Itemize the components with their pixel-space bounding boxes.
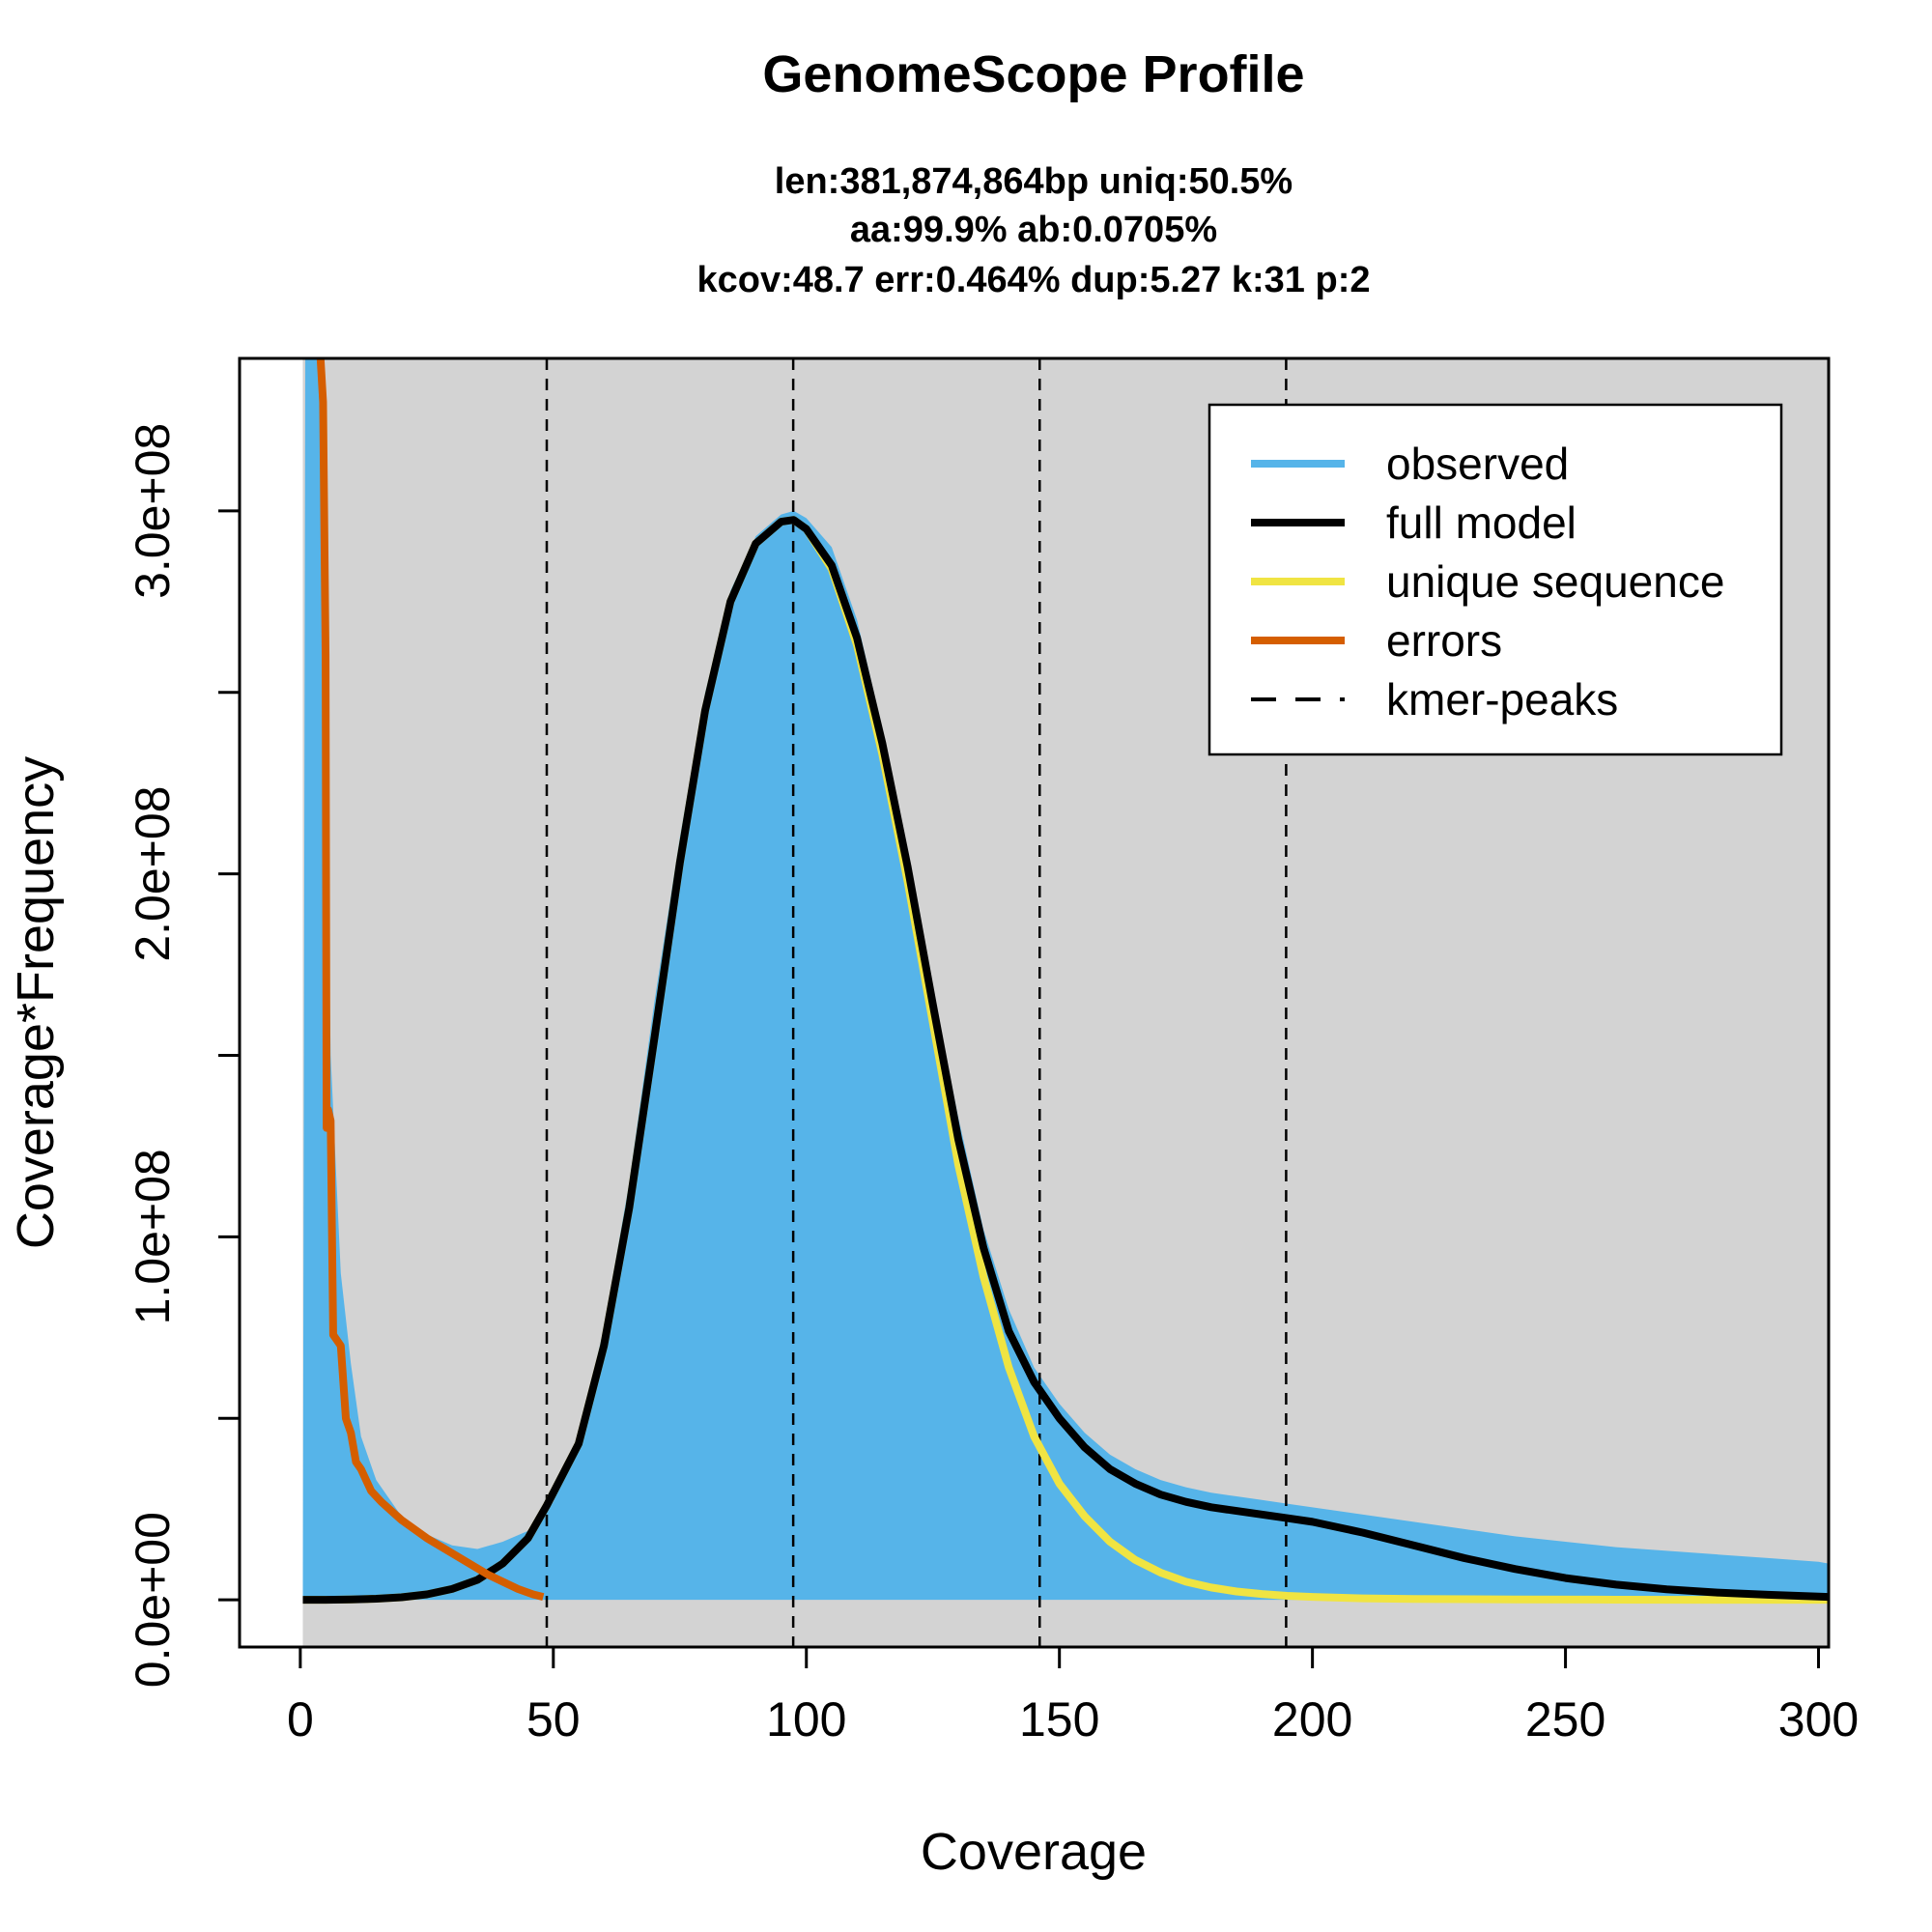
x-tick-label: 0	[287, 1692, 314, 1747]
x-tick-label: 300	[1778, 1692, 1859, 1747]
chart-subtitle-line-3: kcov:48.7 err:0.464% dup:5.27 k:31 p:2	[696, 260, 1370, 300]
y-axis: 0.0e+00 1.0e+08 2.0e+08 3.0e+08	[126, 423, 242, 1688]
legend-label: observed	[1386, 439, 1569, 489]
y-tick-label: 2.0e+08	[126, 786, 180, 962]
chart-subtitle-line-2: aa:99.9% ab:0.0705%	[850, 210, 1217, 250]
x-tick-label: 150	[1019, 1692, 1099, 1747]
y-tick-label: 1.0e+08	[126, 1149, 180, 1324]
x-tick-label: 100	[766, 1692, 846, 1747]
legend-label: errors	[1386, 615, 1502, 666]
x-tick-label: 50	[526, 1692, 581, 1747]
legend: observed full model unique sequence errors k…	[1208, 403, 1783, 756]
x-tick-label: 250	[1525, 1692, 1605, 1747]
errors-line	[316, 358, 545, 1602]
chart-subtitle-line-1: len:381,874,864bp uniq:50.5%	[775, 161, 1293, 202]
y-axis-label: Coverage*Frequency	[7, 756, 65, 1249]
legend-label: full model	[1386, 497, 1577, 548]
x-axis: 0 50 100 150 200 250 300	[287, 1645, 1859, 1747]
x-tick-label: 200	[1272, 1692, 1352, 1747]
legend-label: kmer-peaks	[1386, 674, 1618, 724]
observed-area	[302, 358, 1829, 1601]
chart-title: GenomeScope Profile	[762, 45, 1304, 103]
legend-label: unique sequence	[1386, 556, 1724, 607]
y-tick-label: 0.0e+00	[126, 1512, 180, 1688]
full-model-line	[302, 516, 1829, 1605]
y-tick-label: 3.0e+08	[126, 423, 180, 599]
x-axis-label: Coverage	[921, 1823, 1147, 1881]
